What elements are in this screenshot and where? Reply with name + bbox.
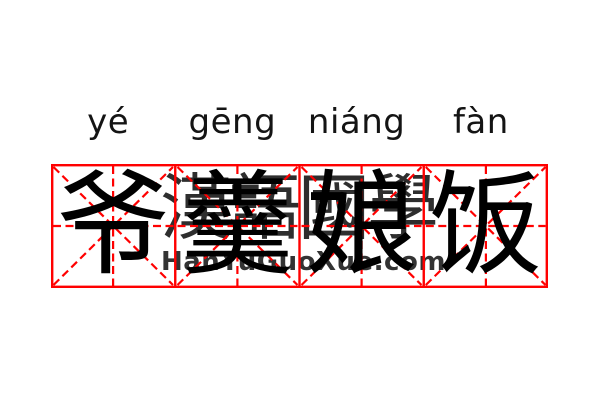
mizige-grid xyxy=(51,164,548,288)
pinyin-syllable: niáng xyxy=(307,102,406,142)
hanzi-character: 娘 xyxy=(305,159,419,291)
hanzi-row: 爷 羹 娘 饭 xyxy=(51,163,548,287)
pinyin-syllable: gēng xyxy=(188,102,277,142)
pinyin-row: yé gēng niáng fàn xyxy=(46,100,543,146)
watermark-site-url: HanYuGuoXue.com xyxy=(161,247,446,277)
hanzi-character: 羹 xyxy=(180,159,294,291)
pinyin-syllable: yé xyxy=(87,102,130,142)
hanzi-character: 饭 xyxy=(429,159,543,291)
pinyin-syllable: fàn xyxy=(452,102,509,142)
hanzi-character: 爷 xyxy=(56,159,170,291)
